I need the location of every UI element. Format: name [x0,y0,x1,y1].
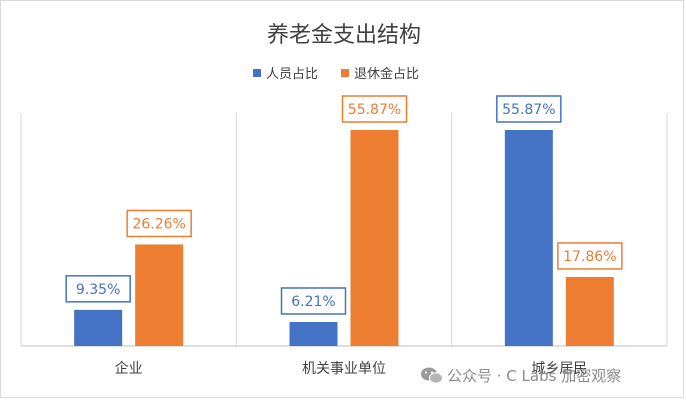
data-label-2-3: 17.86% [563,249,616,265]
data-label-1-3: 55.87% [502,102,555,118]
chart-bars [74,130,614,346]
bar-1-3 [504,130,553,346]
watermark: 公众号 · C Labs 加密观察 [421,367,621,385]
wechat-icon [421,367,443,384]
legend-label-1: 人员占比 [266,67,318,82]
bar-2-2 [350,130,399,346]
category-label-3: 城乡居民 [531,361,587,377]
category-label-1: 企业 [115,360,143,377]
chart-title: 养老金支出结构 [267,23,421,48]
legend-label-2: 退休金占比 [354,66,419,82]
bar-1-2 [289,321,338,346]
bar-2-1 [135,244,184,346]
data-label-box-2-1 [126,209,192,238]
legend-swatch-1 [253,69,261,77]
watermark-text: 公众号 · C Labs 加密观察 [447,367,621,385]
data-label-box-1-3 [496,95,562,123]
data-label-box-1-2 [280,287,347,315]
data-label-1-2: 6.21% [291,294,335,310]
legend-swatch-2 [341,69,349,77]
bar-2-3 [565,276,614,346]
data-label-2-2: 55.87% [348,102,401,118]
bar-1-1 [74,309,123,346]
data-label-box-2-2 [341,95,408,123]
data-label-2-1: 26.26% [132,216,185,232]
data-label-box-1-1 [65,275,131,303]
data-label-box-2-3 [557,242,623,270]
chart-category-labels: 企业 机关事业单位 城乡居民 [115,360,588,377]
chart-legend: 人员占比 退休金占比 [253,66,419,82]
chart-grid [20,113,668,347]
chart-data-labels: 9.35% 26.26% 6.21% 55.87% 55.87% 17.86% [65,95,623,315]
data-label-1-1: 9.35% [76,282,120,298]
category-label-2: 机关事业单位 [302,361,386,377]
